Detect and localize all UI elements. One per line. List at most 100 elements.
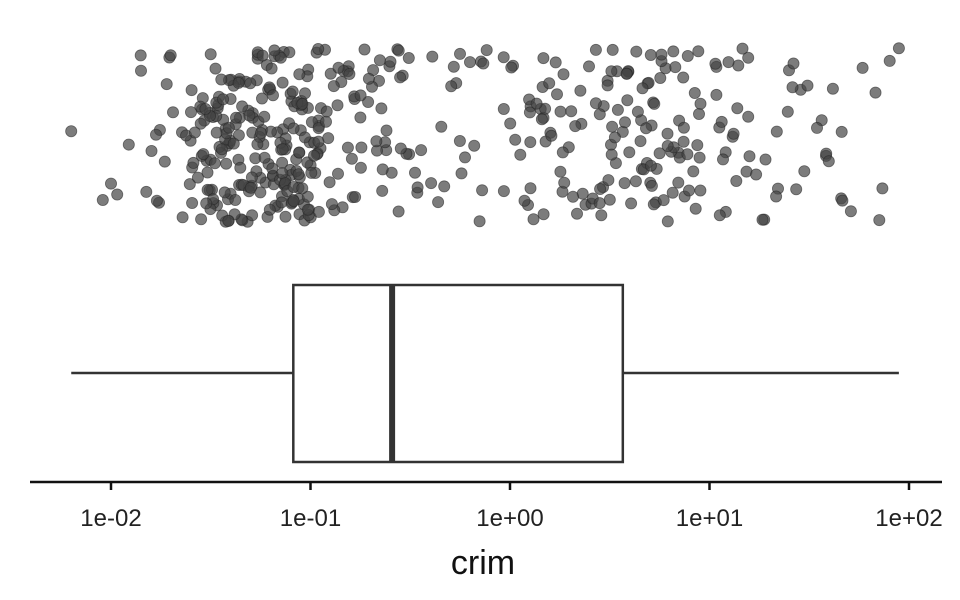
jitter-point: [535, 113, 548, 126]
jitter-point: [476, 184, 489, 197]
jitter-point: [589, 97, 602, 110]
x-axis-title: crim: [451, 544, 515, 582]
jitter-point: [355, 141, 368, 154]
jitter-point: [595, 209, 608, 222]
jitter-point: [480, 44, 493, 57]
jitter-point: [856, 61, 869, 74]
jitter-point: [312, 43, 325, 56]
jitter-point: [254, 127, 267, 140]
jitter-point: [293, 146, 306, 159]
jitter-point: [527, 213, 540, 226]
x-tick-label: 1e+00: [476, 505, 543, 532]
jitter-point: [770, 125, 783, 138]
jitter-point: [687, 165, 700, 178]
jitter-point: [677, 121, 690, 134]
jitter-point: [201, 183, 214, 196]
jitter-point: [844, 205, 857, 218]
jitter-point: [736, 42, 749, 55]
jitter-point: [691, 139, 704, 152]
jitter-point: [376, 184, 389, 197]
jitter-point: [415, 144, 428, 157]
jitter-point: [759, 153, 772, 166]
jitter-point: [301, 203, 314, 216]
jitter-point: [653, 147, 666, 160]
jitter-point: [509, 133, 522, 146]
x-tick-label: 1e-01: [280, 505, 341, 532]
jitter-point: [229, 193, 242, 206]
jitter-point: [376, 163, 389, 176]
jitter-point: [873, 214, 886, 227]
jitter-point: [727, 127, 740, 140]
jitter-point: [435, 120, 448, 133]
jitter-point: [276, 143, 289, 156]
jitter-point: [611, 103, 624, 116]
jitter-point: [166, 106, 179, 119]
jitter-point: [601, 79, 614, 92]
jitter-point: [497, 51, 510, 64]
jitter-point: [265, 62, 278, 75]
jitter-point: [305, 166, 318, 179]
jitter-point: [370, 135, 383, 148]
jitter-point: [375, 102, 388, 115]
jitter-point: [331, 99, 344, 112]
jitter-point: [683, 184, 696, 197]
jitter-point: [134, 49, 147, 62]
jitter-point: [630, 45, 643, 58]
jitter-point: [530, 97, 543, 110]
jitter-point: [251, 138, 264, 151]
jitter-point: [692, 45, 705, 58]
jitter-point: [681, 148, 694, 161]
jitter-point: [713, 209, 726, 222]
jitter-point: [554, 165, 567, 178]
jitter-point: [545, 129, 558, 142]
jitter-point: [268, 44, 281, 57]
jitter-point: [187, 156, 200, 169]
jitter-point: [287, 122, 300, 135]
jitter-point: [298, 131, 311, 144]
jitter-point: [543, 77, 556, 90]
x-axis: 1e-02 1e-01 1e+00 1e+01 1e+02: [30, 480, 943, 532]
jitter-point: [589, 43, 602, 56]
jitter-point: [232, 76, 245, 89]
jitter-point: [634, 135, 647, 148]
jitter-point: [756, 213, 769, 226]
jitter-point: [602, 174, 615, 187]
jitter-point: [293, 68, 306, 81]
jitter-point: [743, 150, 756, 163]
jitter-point: [319, 115, 332, 128]
jitter-point: [811, 121, 824, 134]
jitter-point: [742, 51, 755, 64]
jitter-point: [327, 80, 340, 93]
jitter-point: [380, 124, 393, 137]
jitter-point: [276, 167, 289, 180]
jitter-point: [835, 125, 848, 138]
jitter-point: [266, 89, 279, 102]
jitter-point: [822, 155, 835, 168]
jitter-point: [411, 181, 424, 194]
jitter-point: [605, 148, 618, 161]
jitter-point: [243, 109, 256, 122]
jitter-point: [693, 108, 706, 121]
jitter-point: [194, 117, 207, 130]
jitter-point: [201, 166, 214, 179]
jitter-point: [565, 105, 578, 118]
jitter-point: [296, 98, 309, 111]
jitter-point: [468, 139, 481, 152]
jitter-point: [606, 120, 619, 133]
jitter-point: [693, 151, 706, 164]
jitter-point: [320, 105, 333, 118]
jitter-point: [505, 61, 518, 74]
jitter-point: [258, 151, 271, 164]
jitter-point: [256, 49, 269, 62]
jitter-point: [244, 77, 257, 90]
jitter-point: [209, 62, 222, 75]
jitter-point: [341, 141, 354, 154]
jitter-point: [709, 57, 722, 70]
jitter-point: [354, 161, 367, 174]
jitter-point: [258, 110, 271, 123]
jitter-point: [200, 197, 213, 210]
jitter-point: [876, 182, 889, 195]
jitter-point: [657, 194, 670, 207]
jitter-point: [323, 176, 336, 189]
